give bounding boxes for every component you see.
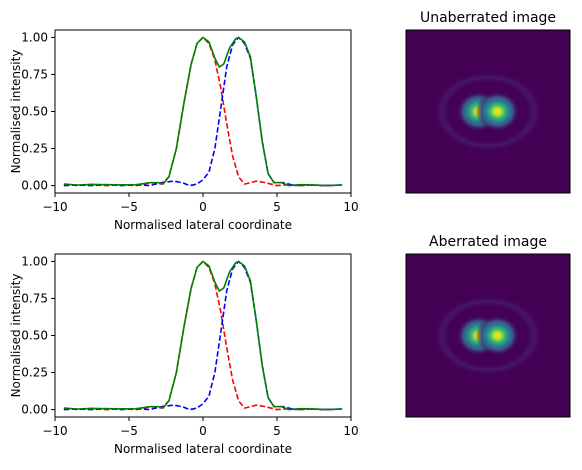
y-tick-label: 1.00 <box>21 254 48 268</box>
line-plot-top: −10 −5 0 5 10 0.00 0.25 0.50 0.75 1.00 Normalised … <box>9 29 359 232</box>
x-tick-label: −5 <box>120 424 138 438</box>
y-tick-label: 0.25 <box>21 142 48 156</box>
series-line-2 <box>63 36 343 187</box>
x-tick-label: 10 <box>343 200 358 214</box>
y-tick-label: 0.25 <box>21 366 48 380</box>
y-tick-label: 1.00 <box>21 30 48 44</box>
x-axis-label: Normalised lateral coordinate <box>114 218 292 232</box>
y-tick-label: 0.50 <box>21 329 48 343</box>
x-tick-label: −10 <box>42 200 67 214</box>
axes-frame <box>54 253 352 418</box>
x-tick-label: 5 <box>273 200 281 214</box>
y-tick-label: 0.75 <box>21 67 48 81</box>
image-frame <box>405 29 571 194</box>
x-tick-label: −10 <box>42 424 67 438</box>
x-tick-label: −5 <box>120 200 138 214</box>
image-title: Aberrated image <box>429 234 547 250</box>
y-axis-label: Normalised intensity <box>9 50 23 174</box>
point-source-spot-1 <box>475 315 520 356</box>
y-tick-label: 0.00 <box>21 403 48 417</box>
image-panel-aberrated: Aberrated image <box>405 234 571 418</box>
y-tick-label: 0.50 <box>21 105 48 119</box>
y-axis-label: Normalised intensity <box>9 274 23 398</box>
series-line-1 <box>63 36 343 187</box>
point-source-spot-1 <box>475 91 520 132</box>
series-line-2 <box>63 260 343 411</box>
x-tick-label: 10 <box>343 424 358 438</box>
x-tick-label: 5 <box>273 424 281 438</box>
axes-frame <box>54 29 352 194</box>
x-tick-label: 0 <box>199 200 207 214</box>
series-line-1 <box>63 260 343 411</box>
image-frame <box>405 253 571 418</box>
image-panel-unaberrated: Unaberrated image <box>405 10 571 194</box>
y-tick-label: 0.75 <box>21 291 48 305</box>
line-plot-bottom: −10 −5 0 5 10 0.00 0.25 0.50 0.75 1.00 Normalised … <box>9 253 359 456</box>
image-title: Unaberrated image <box>420 10 556 26</box>
x-tick-label: 0 <box>199 424 207 438</box>
y-tick-label: 0.00 <box>21 179 48 193</box>
x-axis-label: Normalised lateral coordinate <box>114 442 292 456</box>
series-line-0 <box>63 36 343 187</box>
series-line-0 <box>63 260 343 411</box>
